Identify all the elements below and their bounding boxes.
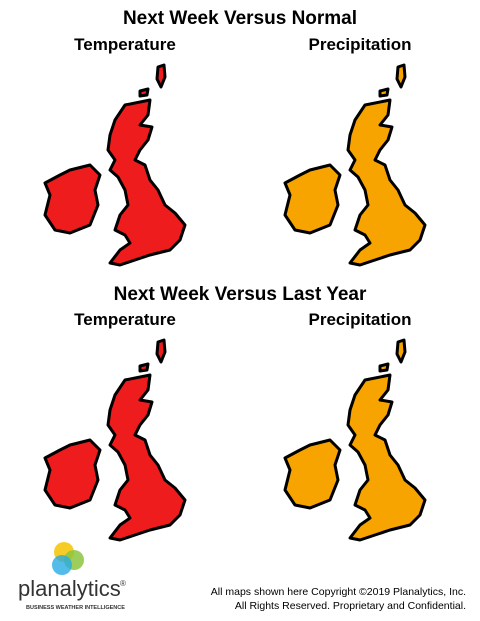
panel-label: Precipitation bbox=[309, 35, 412, 54]
footer-line: All maps shown here Copyright ©2019 Plan… bbox=[211, 586, 466, 598]
panel-label: Precipitation bbox=[309, 310, 412, 329]
logo: planalytics ® BUSINESS WEATHER INTELLIGE… bbox=[18, 542, 126, 611]
panel-label: Temperature bbox=[74, 310, 176, 329]
map-temperature-last-year bbox=[43, 338, 187, 542]
map-precipitation-normal bbox=[283, 63, 427, 267]
map-precipitation-last-year bbox=[283, 338, 427, 542]
panel-label: Temperature bbox=[74, 35, 176, 54]
logo-registered: ® bbox=[120, 579, 126, 588]
logo-name: planalytics bbox=[18, 576, 121, 601]
map-temperature-normal bbox=[43, 63, 187, 267]
logo-tagline: BUSINESS WEATHER INTELLIGENCE bbox=[26, 605, 125, 611]
section-title: Next Week Versus Normal bbox=[123, 8, 357, 29]
section-title: Next Week Versus Last Year bbox=[114, 284, 367, 305]
footer-line: All Rights Reserved. Proprietary and Con… bbox=[235, 600, 466, 612]
